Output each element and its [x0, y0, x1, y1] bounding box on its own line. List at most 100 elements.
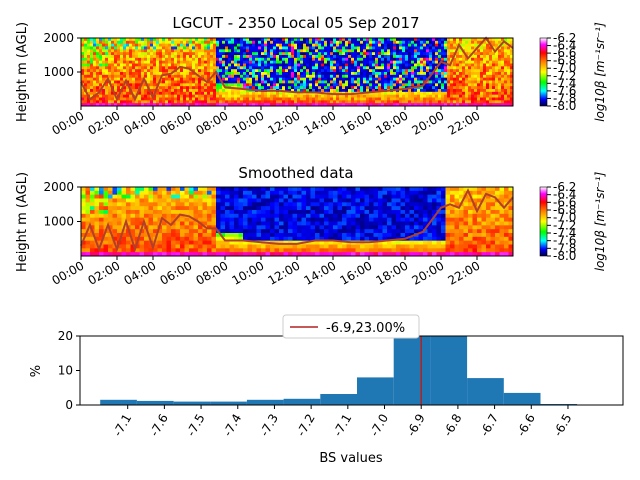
heatmap-cell: [301, 194, 307, 199]
heatmap-cell: [300, 57, 304, 62]
heatmap-cell: [99, 236, 104, 242]
heatmap-cell: [285, 40, 289, 45]
heatmap-cell: [423, 221, 428, 226]
heatmap-cell: [183, 69, 187, 73]
heatmap-cell: [192, 89, 196, 93]
heatmap-cell: [147, 55, 151, 59]
heatmap-cell: [175, 244, 181, 249]
heatmap-cell: [220, 202, 226, 207]
heatmap-cell: [153, 38, 157, 42]
heatmap-cell: [342, 60, 346, 64]
heatmap-cell: [147, 60, 151, 64]
heatmap-cell: [405, 190, 410, 196]
heatmap-cell: [375, 97, 379, 101]
heatmap-cell: [342, 225, 347, 230]
heatmap-cell: [219, 43, 223, 47]
heatmap-cell: [408, 91, 412, 96]
heatmap-cell: [378, 225, 383, 230]
heatmap-cell: [462, 80, 466, 84]
heatmap-cell: [177, 80, 181, 84]
heatmap-cell: [372, 94, 376, 98]
heatmap-cell: [378, 72, 382, 76]
heatmap-cell: [279, 43, 283, 47]
heatmap-cell: [192, 38, 196, 42]
heatmap-cell: [207, 187, 212, 192]
heatmap-cell: [303, 57, 307, 62]
heatmap-cell: [427, 236, 433, 242]
heatmap-cell: [288, 97, 292, 101]
heatmap-cell: [399, 94, 403, 98]
heatmap-cell: [375, 100, 379, 104]
heatmap-cell: [423, 217, 428, 222]
heatmap-cell: [489, 49, 493, 53]
heatmap-cell: [186, 38, 190, 42]
heatmap-cell: [156, 49, 160, 53]
heatmap-cell: [445, 225, 451, 230]
heatmap-cell: [213, 38, 217, 42]
heatmap-cell: [180, 206, 185, 211]
heatmap-cell: [435, 57, 439, 62]
heatmap-cell: [360, 233, 365, 238]
heatmap-cell: [423, 52, 427, 56]
heatmap-cell: [213, 80, 217, 84]
heatmap-cell: [111, 77, 115, 81]
heatmap-cell: [408, 100, 412, 104]
heatmap-cell: [417, 97, 421, 101]
heatmap-cell: [183, 83, 187, 87]
heatmap-cell: [174, 52, 178, 56]
heatmap-cell: [274, 210, 280, 215]
heatmap-cell: [258, 83, 262, 87]
heatmap-cell: [201, 46, 205, 50]
heatmap-cell: [436, 233, 442, 238]
heatmap-cell: [369, 77, 373, 81]
heatmap-cell: [207, 213, 212, 219]
heatmap-cell: [450, 86, 454, 90]
heatmap-cell: [96, 38, 100, 42]
heatmap-cell: [309, 46, 313, 50]
heatmap-cell: [292, 206, 298, 211]
heatmap-cell: [117, 86, 121, 90]
heatmap-cell: [447, 69, 451, 73]
heatmap-cell: [130, 190, 136, 196]
heatmap-cell: [120, 77, 124, 81]
heatmap-cell: [333, 74, 337, 79]
heatmap-cell: [159, 94, 163, 98]
heatmap-cell: [210, 57, 214, 62]
heatmap-cell: [342, 100, 346, 104]
heatmap-cell: [216, 77, 220, 81]
heatmap-cell: [453, 103, 457, 107]
heatmap-cell: [315, 248, 320, 253]
heatmap-cell: [222, 86, 226, 90]
heatmap-cell: [138, 77, 142, 81]
heatmap-cell: [85, 187, 91, 192]
heatmap-cell: [501, 38, 505, 42]
heatmap-cell: [333, 229, 338, 234]
heatmap-cell: [399, 74, 403, 79]
heatmap-cell: [84, 72, 88, 76]
heatmap-cell: [456, 91, 460, 96]
heatmap-cell: [219, 46, 223, 50]
heatmap-cell: [105, 83, 109, 87]
heatmap-cell: [192, 63, 196, 67]
heatmap-cell: [87, 89, 91, 93]
heatmap-cell: [243, 187, 248, 192]
heatmap-cell: [228, 80, 232, 84]
heatmap-cell: [198, 190, 203, 196]
heatmap-cell: [255, 55, 259, 59]
heatmap-cell: [231, 66, 235, 70]
heatmap-cell: [345, 43, 349, 47]
heatmap-cell: [399, 66, 403, 70]
heatmap-cell: [246, 63, 250, 67]
heatmap-cell: [328, 202, 334, 207]
heatmap-cell: [252, 100, 256, 104]
heatmap-cell: [495, 100, 499, 104]
heatmap-cell: [252, 229, 257, 234]
heatmap-cell: [198, 49, 202, 53]
heatmap-cell: [90, 244, 95, 249]
heatmap-cell: [150, 100, 154, 104]
heatmap-cell: [228, 94, 232, 98]
heatmap-cell: [357, 80, 361, 84]
y-axis-label: Height m (AGL): [15, 22, 30, 122]
heatmap-cell: [99, 210, 104, 215]
heatmap-cell: [189, 38, 193, 42]
